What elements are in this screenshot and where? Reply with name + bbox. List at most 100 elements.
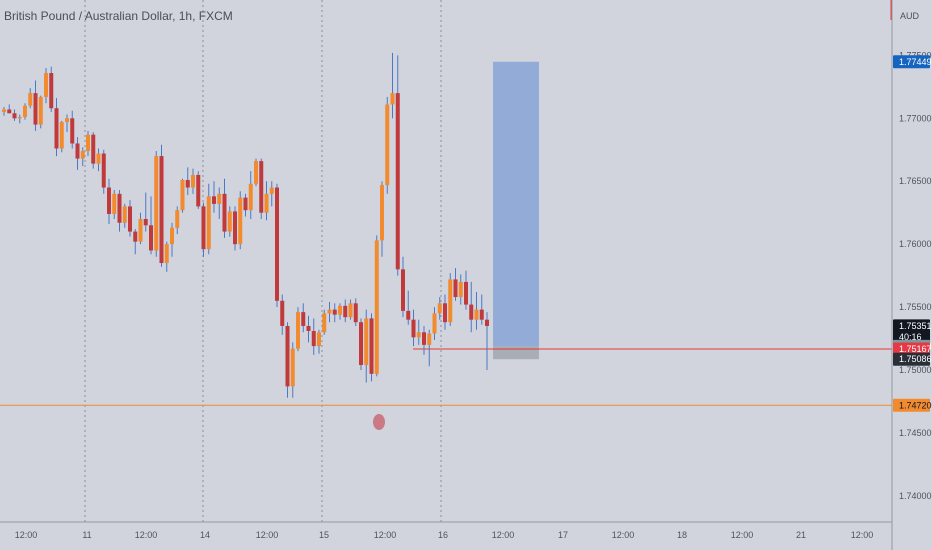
- candle-body: [353, 303, 358, 323]
- candle-body: [264, 193, 269, 213]
- candle-body: [248, 183, 253, 211]
- candle-body: [306, 325, 311, 332]
- candle-body: [390, 93, 395, 105]
- candle-body: [91, 134, 96, 164]
- candle-body: [206, 196, 211, 250]
- candle-body: [222, 193, 227, 232]
- y-tick-label: 1.77000: [899, 113, 932, 123]
- candle-body: [395, 93, 400, 270]
- candle-body: [159, 156, 164, 264]
- candle-body: [458, 281, 463, 298]
- candle-body: [133, 231, 138, 242]
- candle-body: [23, 105, 27, 118]
- x-tick-label: 17: [558, 530, 568, 540]
- signal-marker: [373, 414, 385, 430]
- x-tick-label: 12:00: [374, 530, 397, 540]
- candle-body: [112, 193, 117, 214]
- symbol-title[interactable]: British Pound / Australian Dollar, 1h, F…: [4, 9, 233, 23]
- price-badge-label: 1.75086: [899, 354, 932, 364]
- candle-body: [33, 93, 38, 125]
- y-tick-label: 1.75000: [899, 365, 932, 375]
- y-tick-label: 1.74000: [899, 491, 932, 501]
- candle-body: [464, 281, 468, 305]
- candle-body: [406, 310, 411, 320]
- price-badge: [893, 342, 930, 356]
- candle-body: [254, 161, 258, 184]
- candle-body: [359, 322, 363, 365]
- y-tick-label: 1.75500: [899, 302, 932, 312]
- candle-body: [285, 325, 290, 387]
- price-badge: [893, 352, 930, 366]
- candle-body: [343, 305, 348, 318]
- candle-body: [374, 240, 379, 374]
- candle-body: [332, 309, 337, 315]
- candle-body: [149, 225, 153, 251]
- currency-label: AUD: [900, 11, 920, 21]
- x-tick-label: 21: [796, 530, 806, 540]
- candle-body: [17, 117, 22, 119]
- x-tick-label: 12:00: [731, 530, 754, 540]
- x-tick-label: 11: [82, 530, 91, 540]
- price-badge: [893, 55, 930, 69]
- candle-body: [422, 332, 426, 345]
- x-tick-label: 12:00: [492, 530, 515, 540]
- x-tick-label: 12:00: [612, 530, 635, 540]
- candle-body: [243, 197, 248, 211]
- price-axis: [892, 0, 932, 550]
- x-tick-label: 12:00: [15, 530, 38, 540]
- candle-body: [117, 193, 122, 223]
- candle-body: [233, 211, 237, 245]
- candle-body: [448, 279, 453, 323]
- candle-body: [217, 193, 222, 204]
- candle-body: [385, 104, 390, 186]
- candle-body: [12, 113, 17, 119]
- y-tick-label: 1.76000: [899, 239, 932, 249]
- candle-body: [290, 348, 295, 387]
- candle-body: [154, 156, 159, 251]
- candle-body: [469, 304, 474, 320]
- price-badge-label: 1.77449: [899, 57, 932, 67]
- candle-body: [238, 197, 243, 245]
- candle-body: [107, 187, 111, 214]
- candle-body: [2, 109, 6, 113]
- candle-body: [437, 303, 442, 314]
- price-badge: [893, 398, 930, 412]
- candle-body: [44, 72, 48, 97]
- y-tick-label: 1.74500: [899, 428, 932, 438]
- candle-body: [443, 303, 447, 323]
- candle-body: [432, 313, 437, 334]
- candle-body: [38, 96, 43, 125]
- candle-body: [348, 303, 353, 318]
- candle-body: [122, 206, 127, 223]
- x-tick-label: 14: [200, 530, 210, 540]
- candle-body: [86, 134, 90, 152]
- candle-body: [54, 108, 59, 149]
- target-zone: [493, 61, 539, 347]
- candle-body: [80, 151, 85, 159]
- candle-body: [364, 318, 369, 365]
- candle-body: [411, 319, 416, 338]
- candle-body: [185, 179, 190, 188]
- candle-body: [180, 179, 185, 211]
- candle-body: [280, 300, 285, 326]
- candle-body: [143, 218, 148, 226]
- candle-body: [128, 206, 132, 232]
- y-tick-label: 1.76500: [899, 176, 932, 186]
- candle-body: [275, 187, 279, 301]
- price-badge-label: 1.75167: [899, 344, 932, 354]
- candle-body: [196, 174, 201, 207]
- candle-body: [65, 118, 69, 123]
- candle-body: [311, 331, 316, 347]
- x-tick-label: 12:00: [851, 530, 874, 540]
- price-badge-label: 1.74720: [899, 400, 932, 410]
- x-tick-label: 12:00: [135, 530, 158, 540]
- candle-body: [59, 122, 64, 149]
- candle-body: [401, 269, 405, 311]
- candle-body: [427, 333, 432, 345]
- candle-body: [138, 218, 143, 242]
- candle-body: [191, 174, 195, 188]
- candle-body: [49, 72, 54, 109]
- candle-body: [101, 153, 106, 188]
